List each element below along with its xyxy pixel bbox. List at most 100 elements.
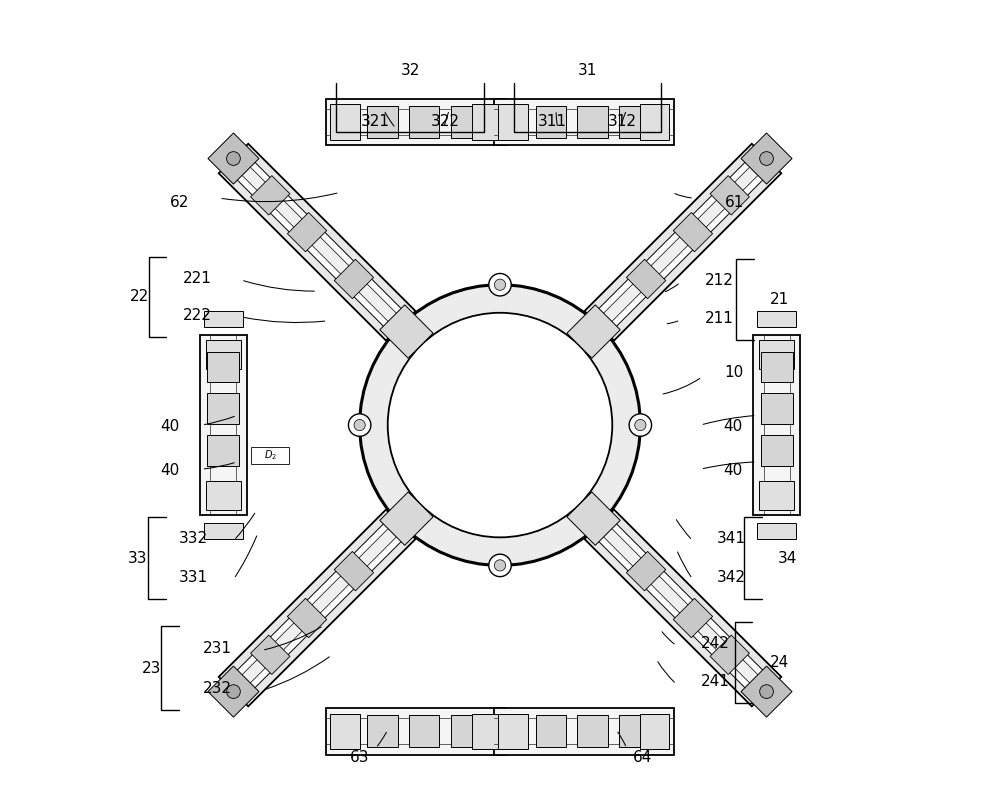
Bar [451,106,481,138]
Bar [206,481,241,510]
Polygon shape [584,144,781,341]
Circle shape [360,285,640,565]
Polygon shape [584,509,781,707]
Circle shape [760,152,773,165]
Bar [200,335,247,516]
Text: 40: 40 [160,419,179,434]
Text: 322: 322 [431,115,460,129]
Bar [536,715,566,747]
Bar [330,714,360,749]
Text: 331: 331 [179,570,208,585]
Polygon shape [567,492,620,545]
Bar [251,447,289,464]
Text: 212: 212 [705,273,733,288]
Circle shape [629,414,652,436]
Bar [367,106,398,138]
Polygon shape [595,155,771,330]
Text: 40: 40 [723,464,742,478]
Text: 34: 34 [777,551,797,565]
Text: 232: 232 [203,681,232,695]
Polygon shape [710,176,749,215]
Polygon shape [334,259,374,298]
Polygon shape [626,552,666,591]
Polygon shape [219,144,416,341]
Text: 63: 63 [350,751,369,765]
Bar [577,715,608,747]
Polygon shape [590,150,775,334]
Polygon shape [208,133,259,184]
Polygon shape [590,516,775,700]
Circle shape [635,419,646,431]
Polygon shape [380,305,433,358]
Text: 23: 23 [141,661,161,675]
Polygon shape [673,213,713,252]
Polygon shape [219,509,416,707]
Polygon shape [229,155,405,330]
Polygon shape [287,213,327,252]
Text: 40: 40 [160,464,179,478]
Bar [207,435,239,465]
Polygon shape [567,305,620,358]
Polygon shape [225,516,410,700]
Text: 342: 342 [716,570,745,585]
Bar [330,104,360,140]
Circle shape [760,685,773,699]
Text: 40: 40 [723,419,742,434]
Polygon shape [673,598,713,638]
Bar [207,351,239,383]
Polygon shape [287,598,327,638]
Circle shape [494,560,506,571]
Text: 332: 332 [179,532,208,546]
Bar [759,481,794,510]
Bar [619,715,650,747]
Polygon shape [741,666,792,717]
Bar [494,99,674,145]
Text: 241: 241 [700,674,729,689]
Text: 64: 64 [633,751,652,765]
Bar [494,708,674,755]
Bar [451,715,481,747]
Circle shape [227,685,240,699]
Circle shape [494,279,506,290]
Bar [577,106,608,138]
Circle shape [354,419,365,431]
Bar [367,715,398,747]
Bar [619,106,650,138]
Text: 321: 321 [361,115,390,129]
Text: $D_2$: $D_2$ [264,448,277,463]
Bar [472,104,500,140]
Bar [409,106,439,138]
Bar [206,340,241,369]
Text: 222: 222 [182,308,211,322]
Text: 211: 211 [705,311,733,326]
Text: 341: 341 [716,532,745,546]
Circle shape [489,554,511,577]
Bar [536,106,566,138]
Text: 311: 311 [538,115,567,129]
Text: 22: 22 [129,290,149,304]
Text: 61: 61 [724,195,744,209]
Polygon shape [334,552,374,591]
Polygon shape [251,176,290,215]
Circle shape [388,313,612,537]
Bar [759,340,794,369]
Circle shape [227,152,240,165]
Circle shape [348,414,371,436]
Text: 10: 10 [725,366,744,380]
Polygon shape [626,259,666,298]
Text: 231: 231 [203,641,232,655]
Polygon shape [595,520,771,695]
Bar [207,394,239,423]
Polygon shape [710,635,749,674]
Bar [640,714,669,749]
Text: 32: 32 [400,63,420,78]
Text: 312: 312 [608,115,637,129]
Polygon shape [380,492,433,545]
Bar [472,714,500,749]
Text: 33: 33 [128,551,147,565]
Polygon shape [229,520,405,695]
Bar [757,524,796,540]
Bar [761,394,793,423]
Bar [409,715,439,747]
Polygon shape [225,150,410,334]
